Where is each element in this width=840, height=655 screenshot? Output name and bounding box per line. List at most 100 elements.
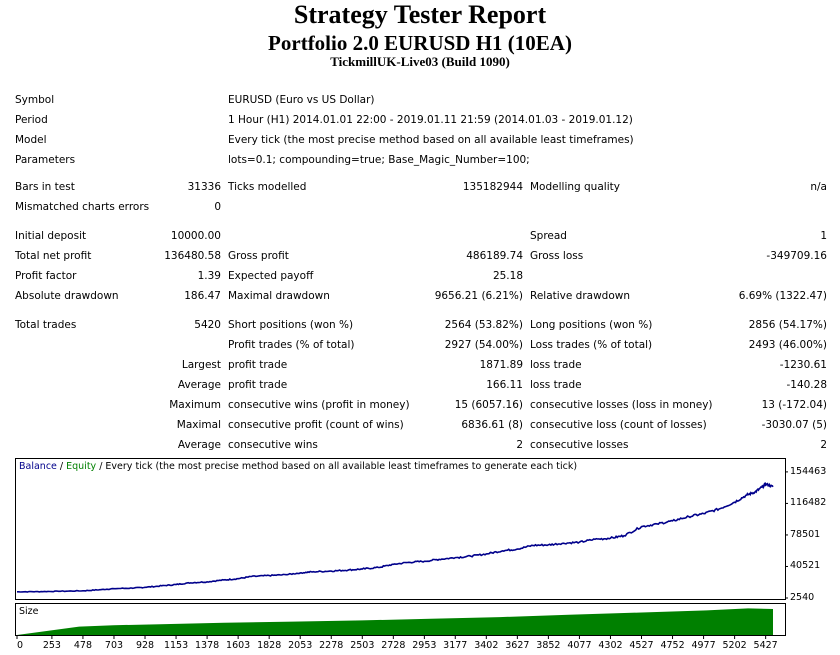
symbol-value: EURUSD (Euro vs US Dollar) — [228, 94, 375, 106]
long-positions-label: Long positions (won %) — [530, 319, 653, 331]
server-build: TickmillUK-Live03 (Build 1090) — [330, 54, 510, 69]
x-tick-label: 4302 — [598, 640, 623, 651]
loss-trades-label: Loss trades (% of total) — [530, 339, 653, 351]
total-trades-label: Total trades — [15, 319, 77, 331]
largest-profit-label: profit trade — [228, 359, 288, 371]
profit-factor-label: Profit factor — [15, 270, 77, 282]
max-consecutive-wins-label: consecutive wins (profit in money) — [228, 399, 410, 411]
average-consecutive-losses-label: consecutive losses — [530, 439, 629, 451]
chart-legend: Balance / Equity / Every tick (the most … — [19, 461, 577, 473]
maximal-label: Maximal — [176, 419, 221, 431]
deposit-value: 10000.00 — [170, 230, 221, 242]
average-loss-label: loss trade — [530, 379, 582, 391]
quality-label: Modelling quality — [530, 181, 620, 193]
ticks-value: 135182944 — [462, 181, 523, 193]
relative-drawdown-label: Relative drawdown — [530, 290, 631, 302]
model-value: Every tick (the most precise method base… — [228, 134, 634, 146]
deposit-label: Initial deposit — [15, 230, 87, 242]
spread-label: Spread — [530, 230, 567, 242]
report-subtitle: Portfolio 2.0 EURUSD H1 (10EA) — [268, 31, 572, 55]
max-consecutive-losses-value: 13 (-172.04) — [761, 399, 827, 411]
x-tick-label: 253 — [42, 640, 61, 651]
x-tick-label: 2278 — [319, 640, 344, 651]
mismatch-value: 0 — [214, 201, 221, 213]
maximal-consecutive-loss-label: consecutive loss (count of losses) — [530, 419, 707, 431]
largest-loss-value: -1230.61 — [779, 359, 827, 371]
gross-loss-value: -349709.16 — [766, 250, 827, 262]
legend-description: / Every tick (the most precise method ba… — [96, 461, 578, 472]
gross-profit-value: 486189.74 — [466, 250, 523, 262]
expected-payoff-label: Expected payoff — [228, 270, 314, 282]
legend-balance: Balance — [19, 461, 57, 472]
expected-payoff-value: 25.18 — [492, 270, 523, 282]
x-tick-label: 5202 — [722, 640, 747, 651]
balance-line — [17, 481, 774, 593]
parameters-value: lots=0.1; compounding=true; Base_Magic_N… — [228, 154, 530, 166]
x-tick-label: 3402 — [474, 640, 499, 651]
average-label: Average — [177, 379, 221, 391]
x-tick-label: 4752 — [660, 640, 685, 651]
average-consecutive-wins-value: 2 — [516, 439, 523, 451]
max-consecutive-wins-value: 15 (6057.16) — [454, 399, 523, 411]
legend-equity: Equity — [66, 461, 97, 472]
x-tick-label: 4977 — [691, 640, 716, 651]
largest-profit-value: 1871.89 — [479, 359, 523, 371]
net-profit-label: Total net profit — [15, 250, 92, 262]
average-loss-value: -140.28 — [786, 379, 827, 391]
x-tick-label: 2503 — [350, 640, 375, 651]
x-tick-label: 5427 — [753, 640, 778, 651]
model-label: Model — [15, 134, 47, 146]
symbol-label: Symbol — [15, 94, 55, 106]
maximal-drawdown-value: 9656.21 (6.21%) — [434, 290, 523, 302]
report-title: Strategy Tester Report — [293, 0, 547, 29]
average-consecutive-label: Average — [177, 439, 221, 451]
parameters-label: Parameters — [15, 154, 76, 166]
period-value: 1 Hour (H1) 2014.01.01 22:00 - 2019.01.1… — [228, 114, 633, 126]
maximum-label: Maximum — [169, 399, 221, 411]
size-area — [17, 608, 773, 635]
absolute-drawdown-value: 186.47 — [184, 290, 221, 302]
x-tick-label: 1603 — [226, 640, 251, 651]
mismatch-label: Mismatched charts errors — [15, 201, 150, 213]
average-consecutive-losses-value: 2 — [820, 439, 827, 451]
x-tick-label: 3852 — [536, 640, 561, 651]
total-trades-value: 5420 — [194, 319, 221, 331]
x-tick-label: 1828 — [257, 640, 282, 651]
y-tick-label: 154463 — [790, 465, 827, 477]
profit-trades-label: Profit trades (% of total) — [228, 339, 355, 351]
ticks-label: Ticks modelled — [228, 181, 307, 193]
x-tick-label: 1378 — [195, 640, 220, 651]
short-positions-label: Short positions (won %) — [228, 319, 354, 331]
x-tick-label: 0 — [16, 640, 24, 651]
y-tick-label: 116482 — [790, 497, 827, 509]
x-tick-label: 3177 — [443, 640, 468, 651]
x-tick-label: 4077 — [567, 640, 592, 651]
size-label: Size — [19, 606, 39, 617]
profit-factor-value: 1.39 — [197, 270, 221, 282]
bars-value: 31336 — [187, 181, 221, 193]
largest-label: Largest — [181, 359, 221, 371]
relative-drawdown-value: 6.69% (1322.47) — [738, 290, 827, 302]
period-label: Period — [15, 114, 48, 126]
x-tick-label: 2953 — [412, 640, 437, 651]
legend-separator: / — [56, 461, 67, 472]
profit-trades-value: 2927 (54.00%) — [444, 339, 523, 351]
x-tick-label: 478 — [73, 640, 93, 651]
maximal-drawdown-label: Maximal drawdown — [228, 290, 330, 302]
average-consecutive-wins-label: consecutive wins — [228, 439, 318, 451]
gross-profit-label: Gross profit — [228, 250, 289, 262]
x-tick-label: 2053 — [288, 640, 313, 651]
net-profit-value: 136480.58 — [164, 250, 221, 262]
average-profit-value: 166.11 — [486, 379, 523, 391]
x-tick-label: 928 — [135, 640, 155, 651]
x-tick-label: 1153 — [163, 640, 189, 651]
gross-loss-label: Gross loss — [530, 250, 584, 262]
y-tick-label: 78501 — [790, 528, 821, 540]
x-tick-label: 4527 — [629, 640, 654, 651]
max-consecutive-losses-label: consecutive losses (loss in money) — [530, 399, 713, 411]
maximal-consecutive-profit-label: consecutive profit (count of wins) — [228, 419, 404, 431]
x-tick-label: 3627 — [505, 640, 530, 651]
long-positions-value: 2856 (54.17%) — [748, 319, 827, 331]
y-tick-label: 2540 — [790, 592, 815, 603]
